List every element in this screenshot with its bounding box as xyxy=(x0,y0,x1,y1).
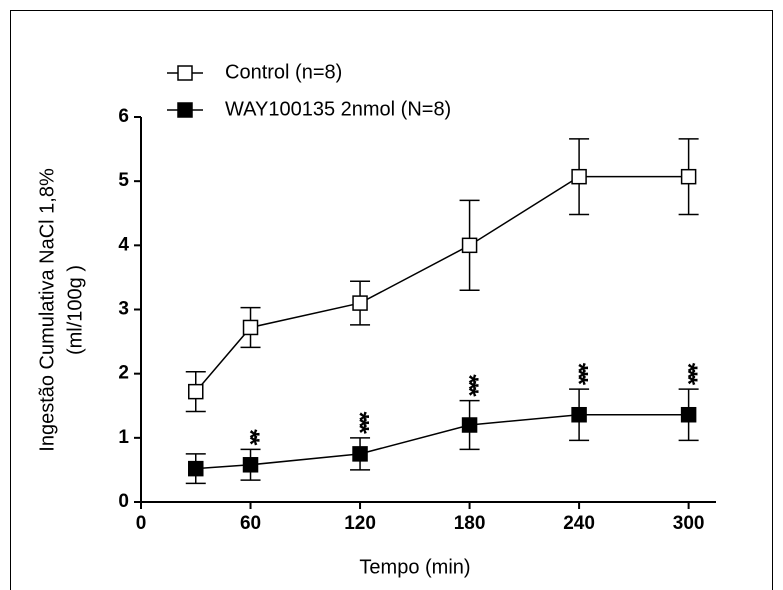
marker xyxy=(680,168,697,185)
y-tick-label: 1 xyxy=(118,427,129,448)
y-tick-label: 3 xyxy=(118,299,129,320)
marker xyxy=(352,446,368,462)
y-axis-label: Ingestão Cumulativa NaCl 1,8% xyxy=(36,168,58,452)
marker xyxy=(680,406,697,423)
legend-marker xyxy=(177,102,193,118)
legend-label: Control (n=8) xyxy=(225,61,342,83)
marker xyxy=(571,168,587,185)
y-tick-label: 4 xyxy=(118,234,129,255)
frame xyxy=(10,10,773,590)
marker xyxy=(242,319,259,336)
significance: *** xyxy=(674,363,704,386)
significance: ** xyxy=(236,429,266,446)
legend-label: WAY100135 2nmol (N=8) xyxy=(225,98,451,120)
y-tick-label: 2 xyxy=(118,363,129,384)
x-axis-label: Tempo (min) xyxy=(359,556,470,578)
marker xyxy=(352,295,368,311)
series-line xyxy=(195,413,689,470)
marker xyxy=(188,383,204,400)
significance: *** xyxy=(345,411,375,434)
x-tick-label: 300 xyxy=(673,513,705,534)
significance: *** xyxy=(455,374,485,397)
y-tick-label: 5 xyxy=(118,170,129,191)
legend-marker xyxy=(177,65,193,81)
significance: *** xyxy=(564,363,594,386)
x-tick-label: 180 xyxy=(454,513,486,534)
marker xyxy=(188,460,204,477)
marker xyxy=(571,406,587,423)
marker xyxy=(242,457,259,473)
y-tick-label: 6 xyxy=(118,106,129,127)
x-tick-label: 120 xyxy=(344,513,376,534)
x-tick-label: 0 xyxy=(136,513,147,534)
series-line xyxy=(195,175,689,393)
marker xyxy=(461,417,478,433)
y-axis-label: (ml/100g ) xyxy=(64,265,86,355)
x-tick-label: 240 xyxy=(563,513,595,534)
x-tick-label: 60 xyxy=(240,513,261,534)
y-tick-label: 0 xyxy=(118,491,129,512)
marker xyxy=(461,237,478,254)
